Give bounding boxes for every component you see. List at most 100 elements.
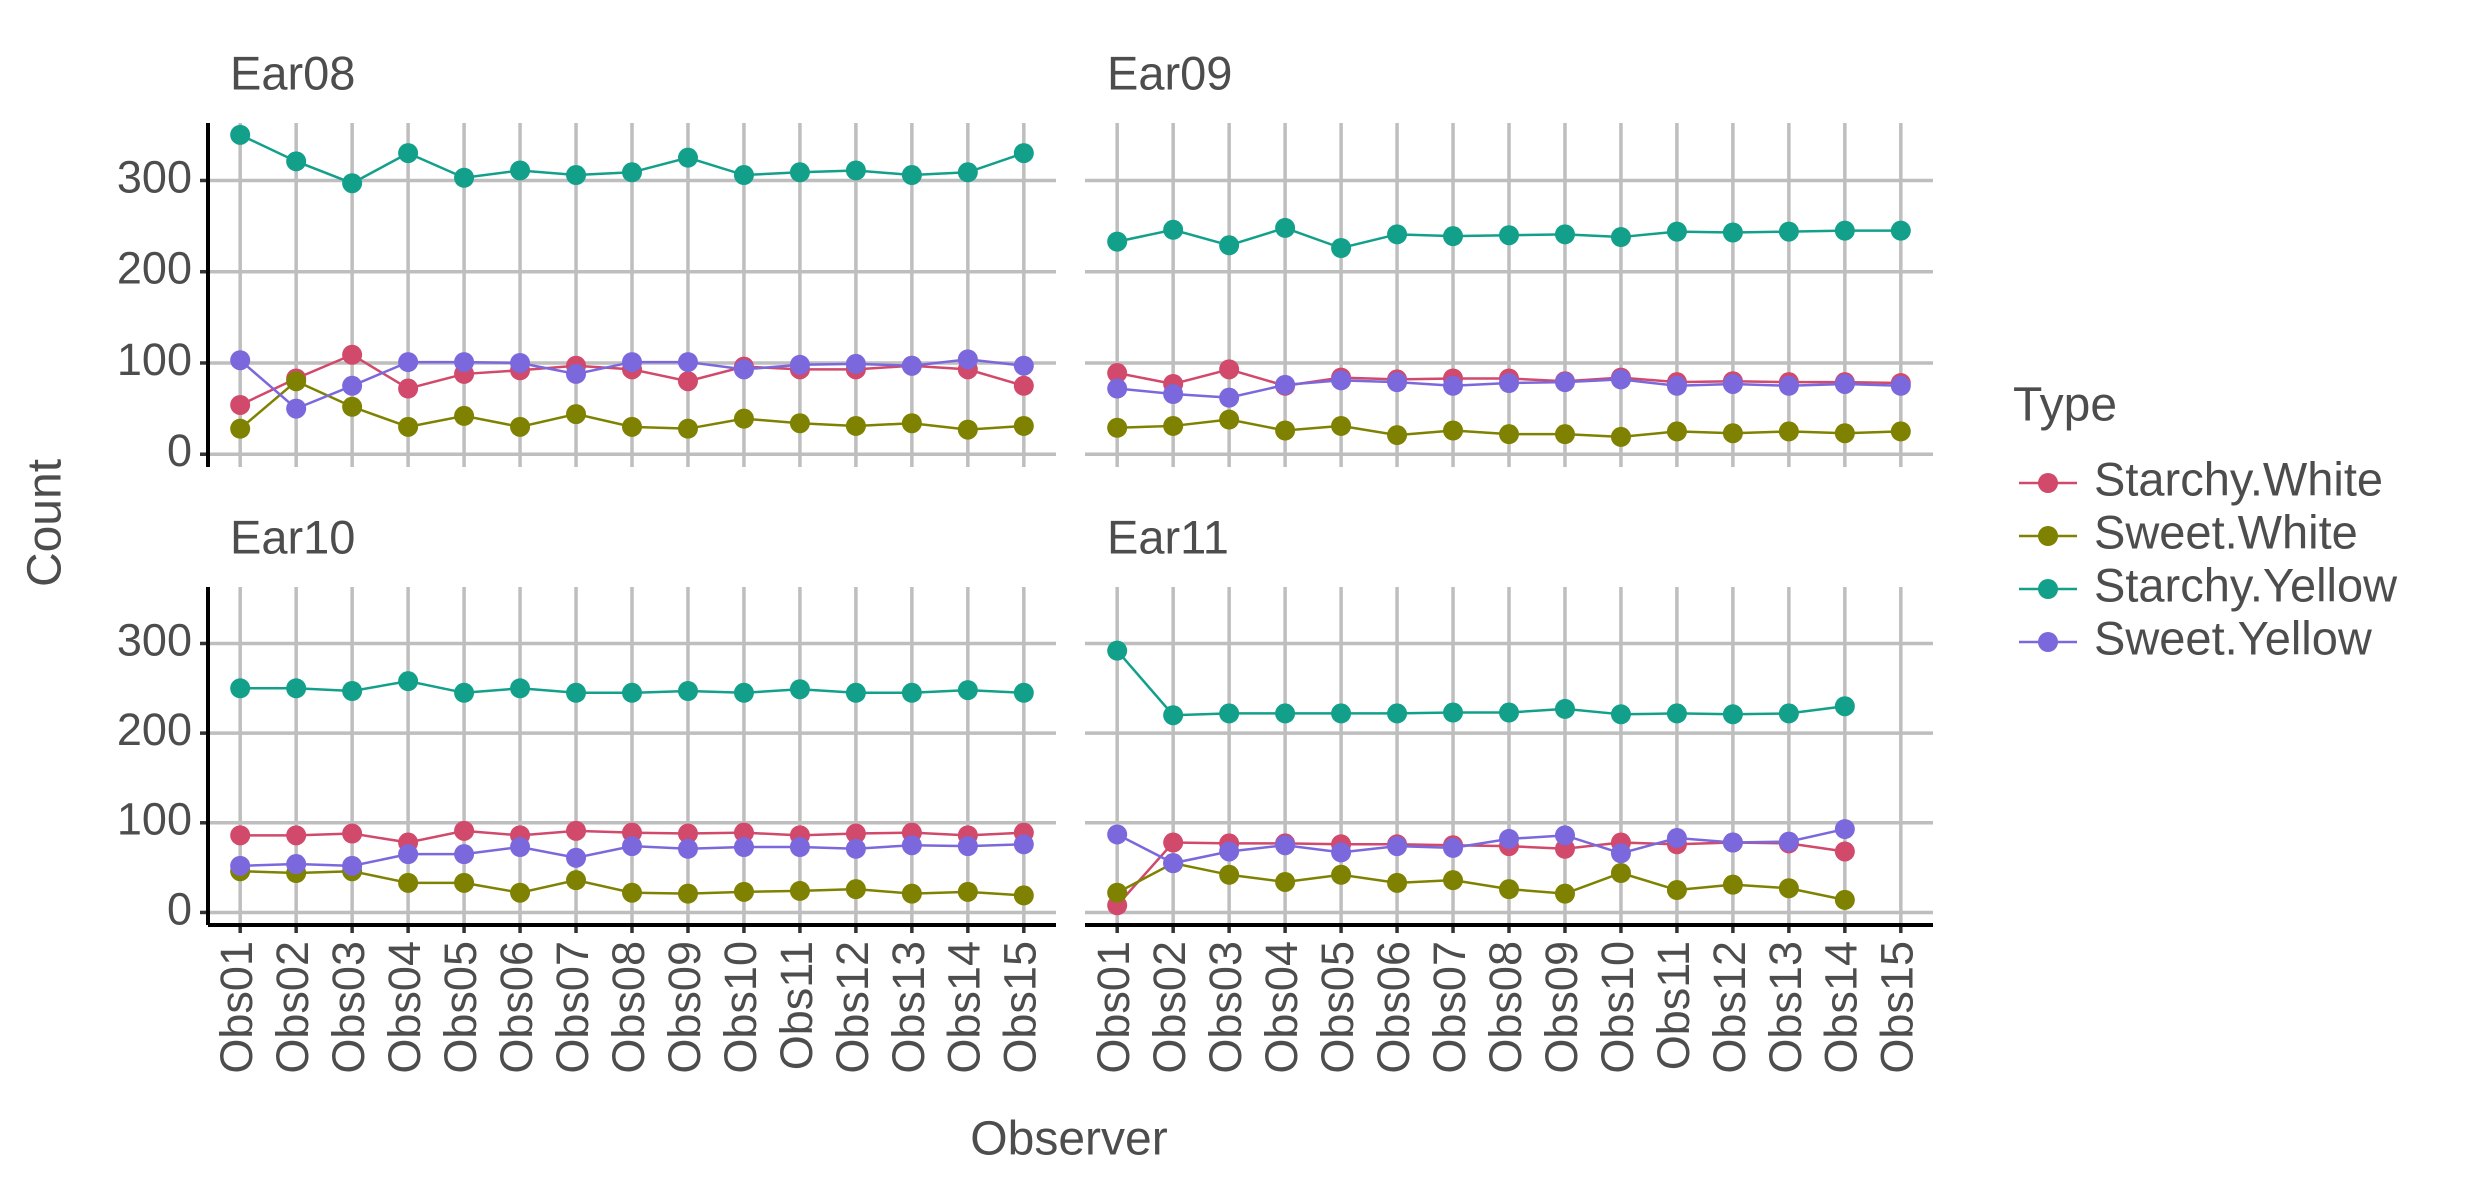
data-point <box>1778 878 1799 899</box>
data-point <box>1499 879 1519 900</box>
x-tick-label: Obs04 <box>379 941 430 1074</box>
x-tick-label: Obs15 <box>1872 941 1923 1074</box>
x-tick-label: Obs09 <box>659 941 710 1074</box>
x-tick-label: Obs02 <box>1144 941 1195 1074</box>
data-point <box>1778 831 1799 852</box>
data-point <box>1778 421 1799 442</box>
data-point <box>957 881 978 902</box>
facet-title: Ear11 <box>1107 510 1229 563</box>
data-point <box>286 825 307 846</box>
data-point <box>1443 837 1464 858</box>
data-point <box>454 820 475 841</box>
data-point <box>1163 832 1184 853</box>
data-point <box>733 682 754 703</box>
x-tick-label: Obs08 <box>1480 941 1531 1074</box>
x-tick-label: Obs04 <box>1256 941 1307 1074</box>
data-point <box>398 352 419 373</box>
data-point <box>454 167 475 188</box>
data-point <box>1722 874 1743 895</box>
data-point <box>1331 864 1352 885</box>
x-tick-label: Obs12 <box>827 941 878 1074</box>
x-tick-label: Obs11 <box>1648 941 1699 1070</box>
data-point <box>1331 238 1352 259</box>
data-point <box>566 165 587 186</box>
data-point <box>1387 872 1408 893</box>
x-tick-label: Obs11 <box>771 941 822 1070</box>
data-point <box>901 883 922 904</box>
x-tick-label: Obs02 <box>267 941 318 1074</box>
data-point <box>1331 703 1352 724</box>
data-point <box>1834 841 1855 862</box>
data-point <box>901 355 922 376</box>
data-point <box>1163 853 1184 874</box>
data-point <box>1499 424 1519 445</box>
data-point <box>622 352 642 373</box>
data-point <box>510 882 531 903</box>
data-point <box>1722 832 1743 853</box>
data-point <box>845 823 866 844</box>
data-point <box>1554 883 1575 904</box>
data-point <box>1443 870 1464 891</box>
x-tick-label: Obs10 <box>1592 941 1643 1074</box>
data-point <box>1666 703 1687 724</box>
data-point <box>1666 421 1687 442</box>
data-point <box>957 419 978 440</box>
data-point <box>677 352 698 373</box>
data-point <box>1610 863 1631 883</box>
data-point <box>733 837 754 857</box>
x-tick-label: Obs15 <box>995 941 1046 1074</box>
data-point <box>622 882 642 903</box>
data-point <box>1666 375 1687 396</box>
data-point <box>454 352 475 373</box>
data-point <box>789 837 810 857</box>
data-point <box>342 344 363 365</box>
data-point <box>1013 682 1034 703</box>
data-point <box>1275 374 1296 395</box>
data-point <box>1499 373 1519 394</box>
y-tick-label: 300 <box>117 151 192 202</box>
data-point <box>1499 828 1519 849</box>
data-point <box>1331 370 1352 391</box>
data-point <box>1163 415 1184 436</box>
data-point <box>1275 217 1296 238</box>
data-point <box>1666 828 1687 849</box>
x-tick-label: Obs07 <box>1424 941 1475 1074</box>
data-point <box>845 353 866 374</box>
data-point <box>230 124 251 145</box>
x-tick-label: Obs08 <box>603 941 654 1074</box>
data-point <box>789 880 810 901</box>
data-point <box>677 418 698 439</box>
data-point <box>1275 835 1296 856</box>
x-tick-label: Obs06 <box>1368 941 1419 1074</box>
data-point <box>342 681 363 701</box>
data-point <box>1834 889 1855 910</box>
data-point <box>789 413 810 434</box>
data-point <box>1778 221 1799 242</box>
data-point <box>1722 222 1743 243</box>
x-tick-label: Obs12 <box>1704 941 1755 1074</box>
data-point <box>454 844 475 865</box>
data-point <box>1666 221 1687 242</box>
x-tick-label: Obs07 <box>547 941 598 1074</box>
legend-title: Type <box>2013 379 2117 432</box>
data-point <box>1890 421 1911 442</box>
legend-label: Starchy.Yellow <box>2094 558 2398 611</box>
data-point <box>566 820 587 841</box>
data-point <box>622 836 642 857</box>
data-point <box>845 160 866 181</box>
data-point <box>454 682 475 703</box>
data-point <box>454 872 475 893</box>
data-point <box>1163 219 1184 240</box>
data-point <box>957 680 978 701</box>
data-point <box>1275 420 1296 441</box>
y-tick-label: 300 <box>117 614 192 665</box>
data-point <box>1163 705 1184 726</box>
x-tick-label: Obs05 <box>435 941 486 1074</box>
data-point <box>566 682 587 703</box>
data-point <box>1107 231 1128 252</box>
data-point <box>566 870 587 891</box>
data-point <box>733 408 754 429</box>
data-point <box>1666 880 1687 901</box>
data-point <box>230 678 251 699</box>
data-point <box>566 404 587 425</box>
